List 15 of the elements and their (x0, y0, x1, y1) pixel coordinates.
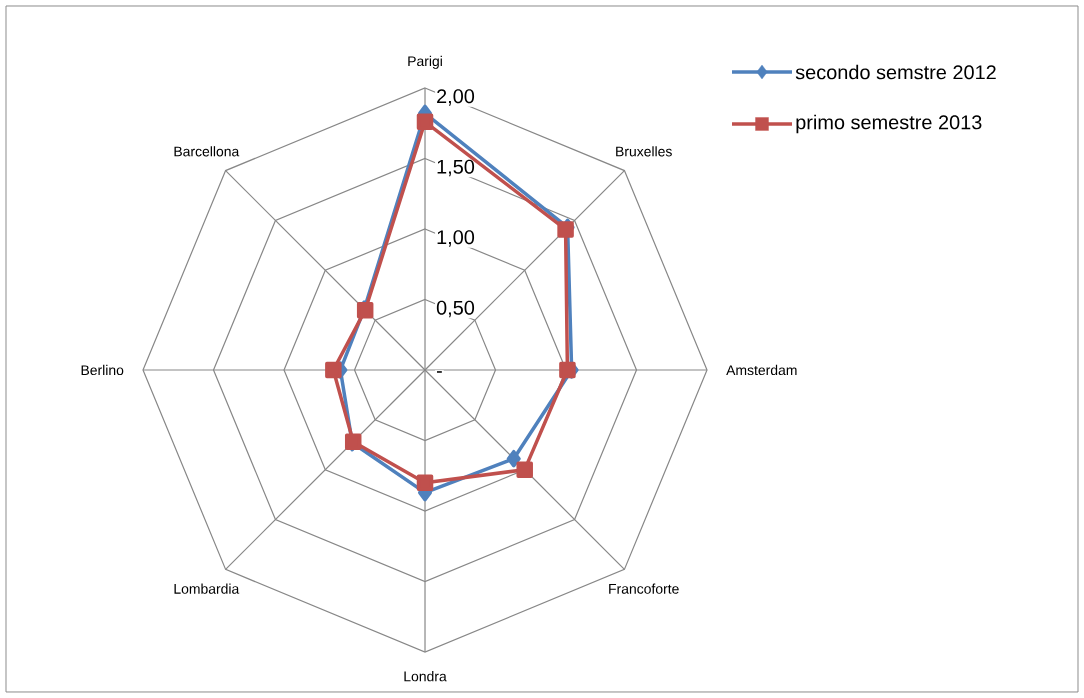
spoke-label: Francoforte (609, 583, 679, 594)
spoke-label: Londra (404, 671, 447, 682)
spoke-label: Barcellona (174, 146, 240, 157)
spoke-label: Berlino (81, 364, 124, 376)
spoke-label: Parigi (408, 55, 442, 69)
y-tick-label: - (436, 371, 442, 373)
spoke-label: Bruxelles (616, 146, 672, 157)
y-tick-label: 2,00 (437, 89, 475, 106)
spoke-label: Amsterdam (726, 364, 797, 376)
legend-label: secondo semstre 2012 (795, 64, 996, 80)
legend-label: primo semestre 2013 (796, 114, 982, 134)
y-tick-label: 0,50 (436, 300, 475, 318)
y-tick-label: 1,50 (437, 159, 475, 177)
spoke-label: Lombardia (174, 583, 240, 594)
y-tick-label: 1,00 (437, 230, 475, 247)
